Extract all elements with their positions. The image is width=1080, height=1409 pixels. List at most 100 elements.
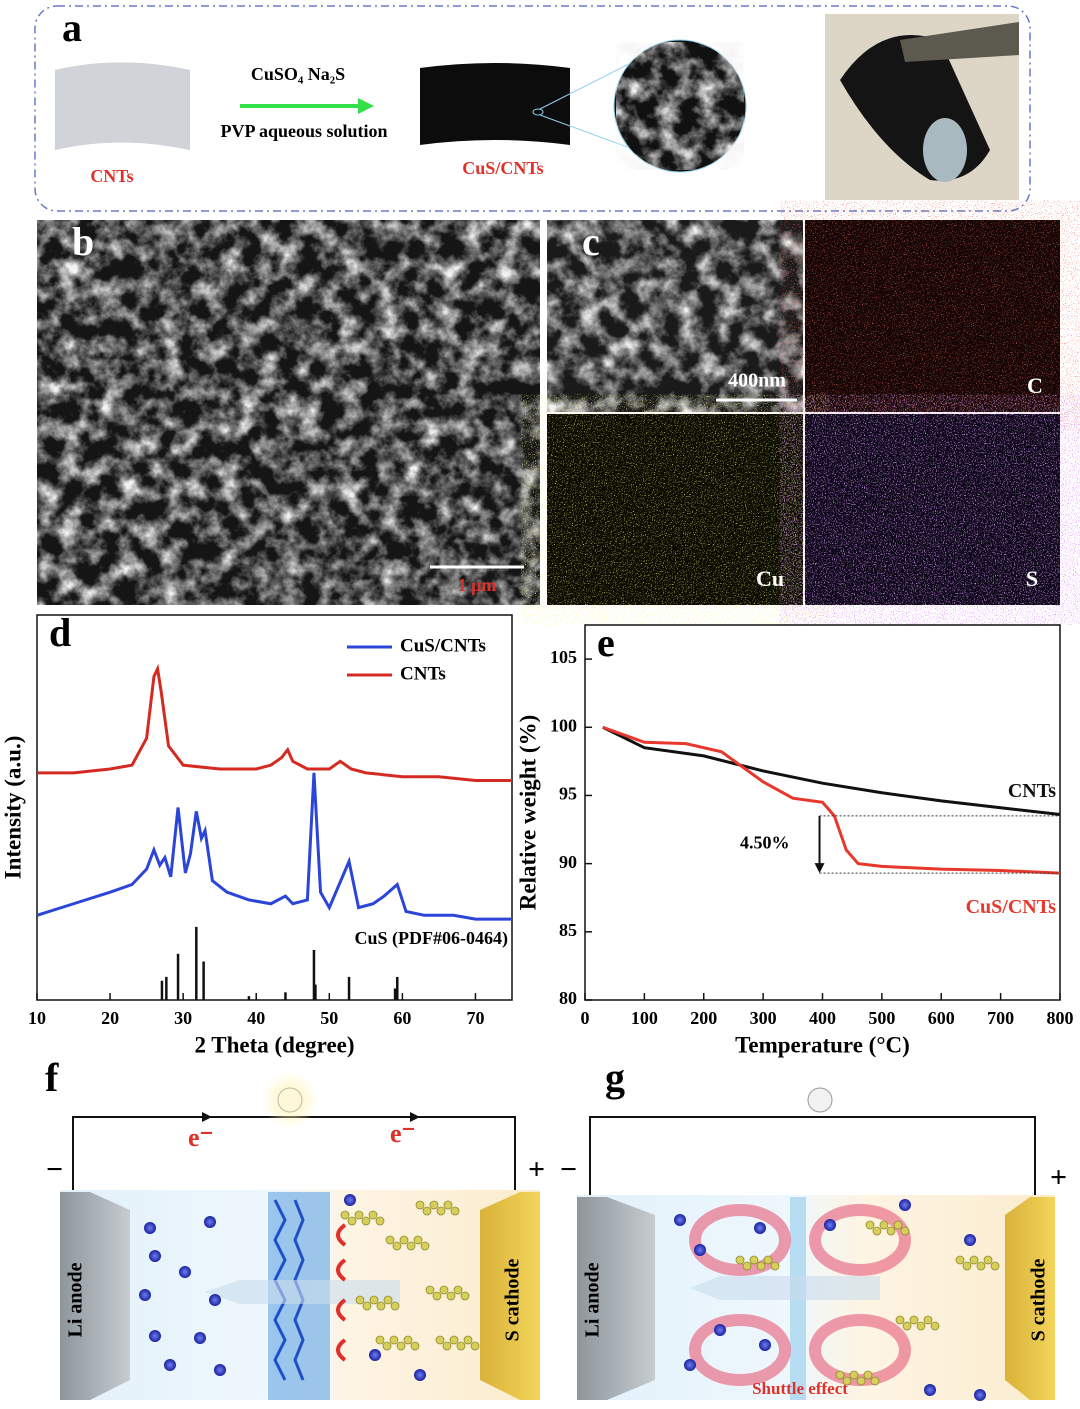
li-ion	[209, 1294, 221, 1306]
series-label: CNTs	[1008, 780, 1056, 802]
cathode	[1005, 1197, 1055, 1400]
trap	[336, 1298, 347, 1322]
x-tick-label: 200	[690, 1008, 717, 1028]
anode	[60, 1192, 130, 1400]
polysulfide	[429, 1200, 439, 1210]
label: CuSO₄ Na₂S	[251, 64, 345, 84]
polysulfide	[835, 1370, 845, 1380]
li-ion	[964, 1234, 976, 1246]
y-tick-label: 80	[559, 988, 577, 1008]
polysulfide	[749, 1255, 759, 1265]
polysulfide	[770, 1261, 780, 1271]
polysulfide	[879, 1220, 889, 1230]
panel-letter: c	[582, 219, 600, 264]
x-tick-label: 20	[101, 1008, 119, 1028]
li-ion	[824, 1219, 836, 1231]
legend-label: CuS/CNTs	[400, 635, 486, 656]
effect-label: Shuttle effect	[752, 1379, 848, 1398]
li-ion	[144, 1222, 156, 1234]
polysulfide	[976, 1261, 986, 1271]
li-ion	[214, 1364, 226, 1376]
polysulfide	[916, 1321, 926, 1331]
polysulfide	[390, 1301, 400, 1311]
li-ion	[139, 1289, 151, 1301]
zoom-spot	[532, 108, 544, 116]
polysulfide	[962, 1261, 972, 1271]
plot-frame	[36, 614, 513, 1001]
x-tick-label: 70	[466, 1008, 484, 1028]
polysulfide	[756, 1261, 766, 1271]
polysulfide	[895, 1315, 905, 1325]
li-ion	[759, 1339, 771, 1351]
li-ion	[674, 1214, 686, 1226]
polysulfide	[930, 1321, 940, 1331]
y-axis-title: Intensity (a.u.)	[0, 736, 25, 880]
cus-film	[420, 63, 570, 145]
panel-letter: d	[49, 610, 71, 655]
ion-arrow	[205, 1280, 400, 1304]
li-ion	[899, 1199, 911, 1211]
polysulfide	[460, 1291, 470, 1301]
bulb	[277, 1087, 303, 1113]
li-ion	[369, 1349, 381, 1361]
polysulfide	[442, 1341, 452, 1351]
x-tick-label: 600	[928, 1008, 955, 1028]
li-ion	[684, 1359, 696, 1371]
polysulfide	[450, 1206, 460, 1216]
shuttle-arrow	[689, 1204, 791, 1276]
polysulfide	[425, 1285, 435, 1295]
sem-inset-texture	[616, 42, 744, 170]
cathode	[480, 1192, 540, 1400]
map-c-dots	[805, 220, 1060, 412]
x-tick-label: 800	[1047, 1008, 1074, 1028]
y-tick-label: 90	[559, 852, 577, 872]
polysulfide	[385, 1235, 395, 1245]
x-axis-title: Temperature (°C)	[735, 1032, 910, 1057]
polysulfide	[443, 1200, 453, 1210]
current-arrow	[202, 1112, 212, 1122]
li-ion	[754, 1222, 766, 1234]
polysulfide	[990, 1261, 1000, 1271]
series-label: CuS/CNTs	[966, 896, 1057, 918]
polysulfide	[376, 1301, 386, 1311]
polysulfide	[900, 1226, 910, 1236]
li-ion	[924, 1384, 936, 1396]
panel-border	[34, 5, 1031, 212]
x-tick-label: 0	[581, 1008, 590, 1028]
polysulfide	[369, 1295, 379, 1305]
shuttle-arrow	[689, 1314, 791, 1386]
polysulfide	[420, 1241, 430, 1251]
map-s-dots	[805, 414, 1060, 605]
circuit	[589, 1116, 1036, 1195]
x-tick-label: 500	[868, 1008, 895, 1028]
li-ion	[344, 1194, 356, 1206]
polysulfide	[361, 1216, 371, 1226]
plot-frame	[584, 624, 1061, 1001]
y-tick-label: 95	[559, 784, 577, 804]
electrode-label: S cathode	[502, 1258, 524, 1341]
polysulfide	[849, 1370, 859, 1380]
sign: +	[528, 1153, 545, 1186]
arrow-head	[358, 98, 374, 114]
reference-label: CuS (PDF#06-0464)	[355, 928, 509, 949]
polysulfide	[422, 1206, 432, 1216]
polysulfide	[735, 1255, 745, 1265]
polysulfide	[396, 1341, 406, 1351]
electrode-label: Li anode	[65, 1262, 87, 1337]
polysulfide	[453, 1285, 463, 1295]
scale-label: 400nm	[728, 370, 786, 392]
polysulfide	[983, 1255, 993, 1265]
polysulfide	[456, 1341, 466, 1351]
bulb	[807, 1087, 833, 1113]
polysulfide	[969, 1255, 979, 1265]
polysulfide	[362, 1301, 372, 1311]
polysulfide	[432, 1291, 442, 1301]
polysulfide	[870, 1376, 880, 1386]
legend-label: CNTs	[400, 663, 446, 684]
series-line	[37, 663, 512, 783]
polysulfide	[439, 1285, 449, 1295]
polysulfide	[865, 1220, 875, 1230]
cnt-film-texture	[55, 62, 190, 150]
li-ion	[414, 1369, 426, 1381]
